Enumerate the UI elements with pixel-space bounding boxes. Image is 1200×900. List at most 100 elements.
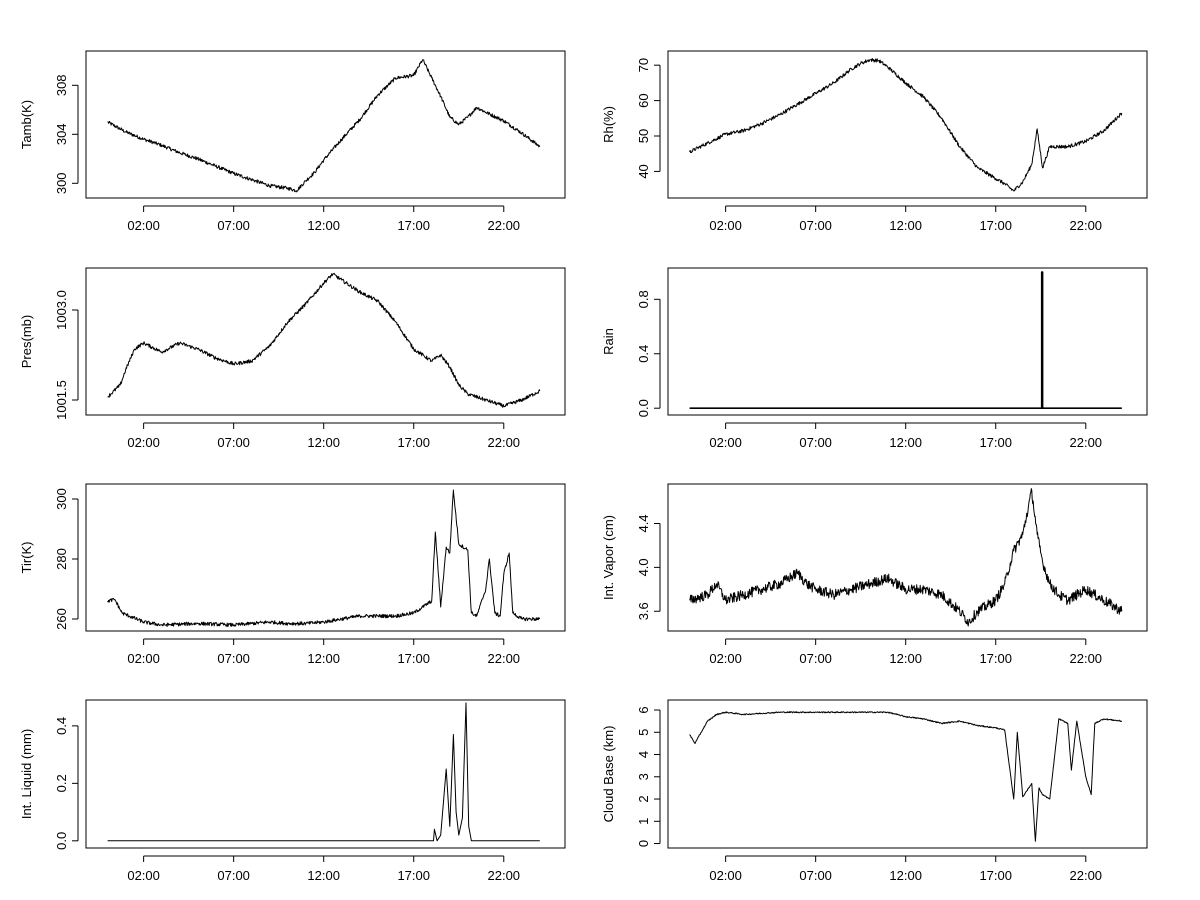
x-tick-label: 12:00 <box>307 435 340 450</box>
x-tick-label: 17:00 <box>979 868 1012 883</box>
plot-frame <box>85 483 566 632</box>
x-tick-label: 22:00 <box>488 868 521 883</box>
x-tick-label: 22:00 <box>488 435 521 450</box>
y-axis-title: Int. Vapor (cm) <box>601 515 616 600</box>
y-tick-label: 1 <box>636 818 651 825</box>
x-tick-label: 17:00 <box>979 435 1012 450</box>
plot-frame <box>85 50 566 199</box>
x-tick-label: 02:00 <box>127 868 160 883</box>
x-tick-label: 02:00 <box>127 435 160 450</box>
y-tick-label: 40 <box>636 164 651 178</box>
x-tick-label: 07:00 <box>799 435 832 450</box>
x-tick-label: 07:00 <box>217 868 250 883</box>
y-axis-title: Int. Liquid (mm) <box>19 729 34 819</box>
y-tick-label: 300 <box>54 172 69 194</box>
y-tick-label: 50 <box>636 129 651 143</box>
x-tick-label: 07:00 <box>217 651 250 666</box>
y-axis-title: Rain <box>601 328 616 355</box>
x-tick-label: 12:00 <box>307 218 340 233</box>
plot-frame <box>667 267 1148 416</box>
plot-frame <box>667 699 1148 849</box>
y-tick-label: 0.0 <box>636 399 651 417</box>
x-tick-label: 07:00 <box>799 868 832 883</box>
y-tick-label: 280 <box>54 548 69 570</box>
y-tick-label: 1003.0 <box>54 290 69 330</box>
y-axis-title: Pres(mb) <box>19 315 34 368</box>
y-tick-label: 300 <box>54 488 69 510</box>
y-axis-title: Cloud Base (km) <box>601 726 616 823</box>
y-tick-label: 4.4 <box>636 514 651 532</box>
panel-liquid: 02:00 07:00 12:00 17:00 22:00 0.0 0.2 0.4 Int. L… <box>19 699 566 883</box>
y-tick-label: 0.0 <box>54 832 69 850</box>
y-axis-title: Rh(%) <box>601 106 616 143</box>
x-tick-label: 17:00 <box>397 651 430 666</box>
x-tick-label: 12:00 <box>889 435 922 450</box>
y-tick-label: 0.2 <box>54 774 69 792</box>
x-tick-label: 02:00 <box>127 218 160 233</box>
y-tick-label: 70 <box>636 58 651 72</box>
x-tick-label: 02:00 <box>709 435 742 450</box>
y-tick-label: 60 <box>636 93 651 107</box>
series-line-cloud <box>689 711 1123 842</box>
x-tick-label: 02:00 <box>709 651 742 666</box>
x-tick-label: 22:00 <box>488 651 521 666</box>
x-tick-label: 22:00 <box>1070 218 1103 233</box>
plot-frame <box>85 267 566 416</box>
panel-rh: 02:00 07:00 12:00 17:00 22:00 40 50 60 70 Rh(%) <box>601 50 1148 233</box>
x-tick-label: 02:00 <box>709 218 742 233</box>
panel-tamb: 02:00 07:00 12:00 17:00 22:00 300 304 308 Tamb(K… <box>19 50 566 233</box>
x-tick-label: 22:00 <box>1070 435 1103 450</box>
x-tick-label: 12:00 <box>889 218 922 233</box>
panel-cloud: 02:00 07:00 12:00 17:00 22:00 0 1 2 3 4 5 6 Cloud Ba… <box>601 699 1148 883</box>
y-tick-label: 0.4 <box>636 345 651 363</box>
x-tick-label: 07:00 <box>217 435 250 450</box>
y-tick-label: 4 <box>636 751 651 758</box>
panel-vapor: 02:00 07:00 12:00 17:00 22:00 3.6 4.0 4.4 Int. V… <box>601 483 1148 666</box>
x-tick-label: 22:00 <box>1070 651 1103 666</box>
y-tick-label: 1001.5 <box>54 380 69 420</box>
x-tick-label: 17:00 <box>397 435 430 450</box>
series-line-vapor <box>689 488 1123 627</box>
series-line-rh <box>689 58 1123 192</box>
series-line-pres <box>107 272 541 408</box>
x-tick-label: 12:00 <box>889 651 922 666</box>
x-tick-label: 12:00 <box>889 868 922 883</box>
x-tick-label: 07:00 <box>799 218 832 233</box>
y-axis-title: Tir(K) <box>19 541 34 573</box>
y-axis-title: Tamb(K) <box>19 100 34 149</box>
plot-frame <box>667 483 1148 632</box>
x-tick-label: 22:00 <box>488 218 521 233</box>
x-tick-label: 02:00 <box>127 651 160 666</box>
plot-frame <box>85 699 566 849</box>
y-tick-label: 0.4 <box>54 717 69 735</box>
y-tick-label: 3.6 <box>636 602 651 620</box>
y-tick-label: 260 <box>54 608 69 630</box>
x-tick-label: 17:00 <box>397 218 430 233</box>
y-tick-label: 6 <box>636 706 651 713</box>
x-tick-label: 22:00 <box>1070 868 1103 883</box>
y-tick-label: 5 <box>636 729 651 736</box>
x-tick-label: 12:00 <box>307 651 340 666</box>
y-tick-label: 3 <box>636 773 651 780</box>
x-tick-label: 17:00 <box>979 218 1012 233</box>
panel-pres: 02:00 07:00 12:00 17:00 22:00 1001.5 1003.0 Pre… <box>19 267 566 450</box>
panel-tir: 02:00 07:00 12:00 17:00 22:00 260 280 300 Tir(K) <box>19 483 566 666</box>
series-line-rain <box>689 271 1122 409</box>
x-tick-label: 02:00 <box>709 868 742 883</box>
panel-rain: 02:00 07:00 12:00 17:00 22:00 0.0 0.4 0.8 Rain <box>601 267 1148 450</box>
series-line-tir <box>107 489 541 627</box>
y-tick-label: 0 <box>636 840 651 847</box>
x-tick-label: 12:00 <box>307 868 340 883</box>
series-line-liquid <box>107 702 540 842</box>
y-tick-label: 0.8 <box>636 290 651 308</box>
series-line-tamb <box>107 59 541 193</box>
x-tick-label: 17:00 <box>397 868 430 883</box>
y-tick-label: 2 <box>636 795 651 802</box>
plot-frame <box>667 50 1148 199</box>
x-tick-label: 07:00 <box>217 218 250 233</box>
y-tick-label: 304 <box>54 123 69 145</box>
y-tick-label: 308 <box>54 74 69 96</box>
x-tick-label: 17:00 <box>979 651 1012 666</box>
y-tick-label: 4.0 <box>636 558 651 576</box>
